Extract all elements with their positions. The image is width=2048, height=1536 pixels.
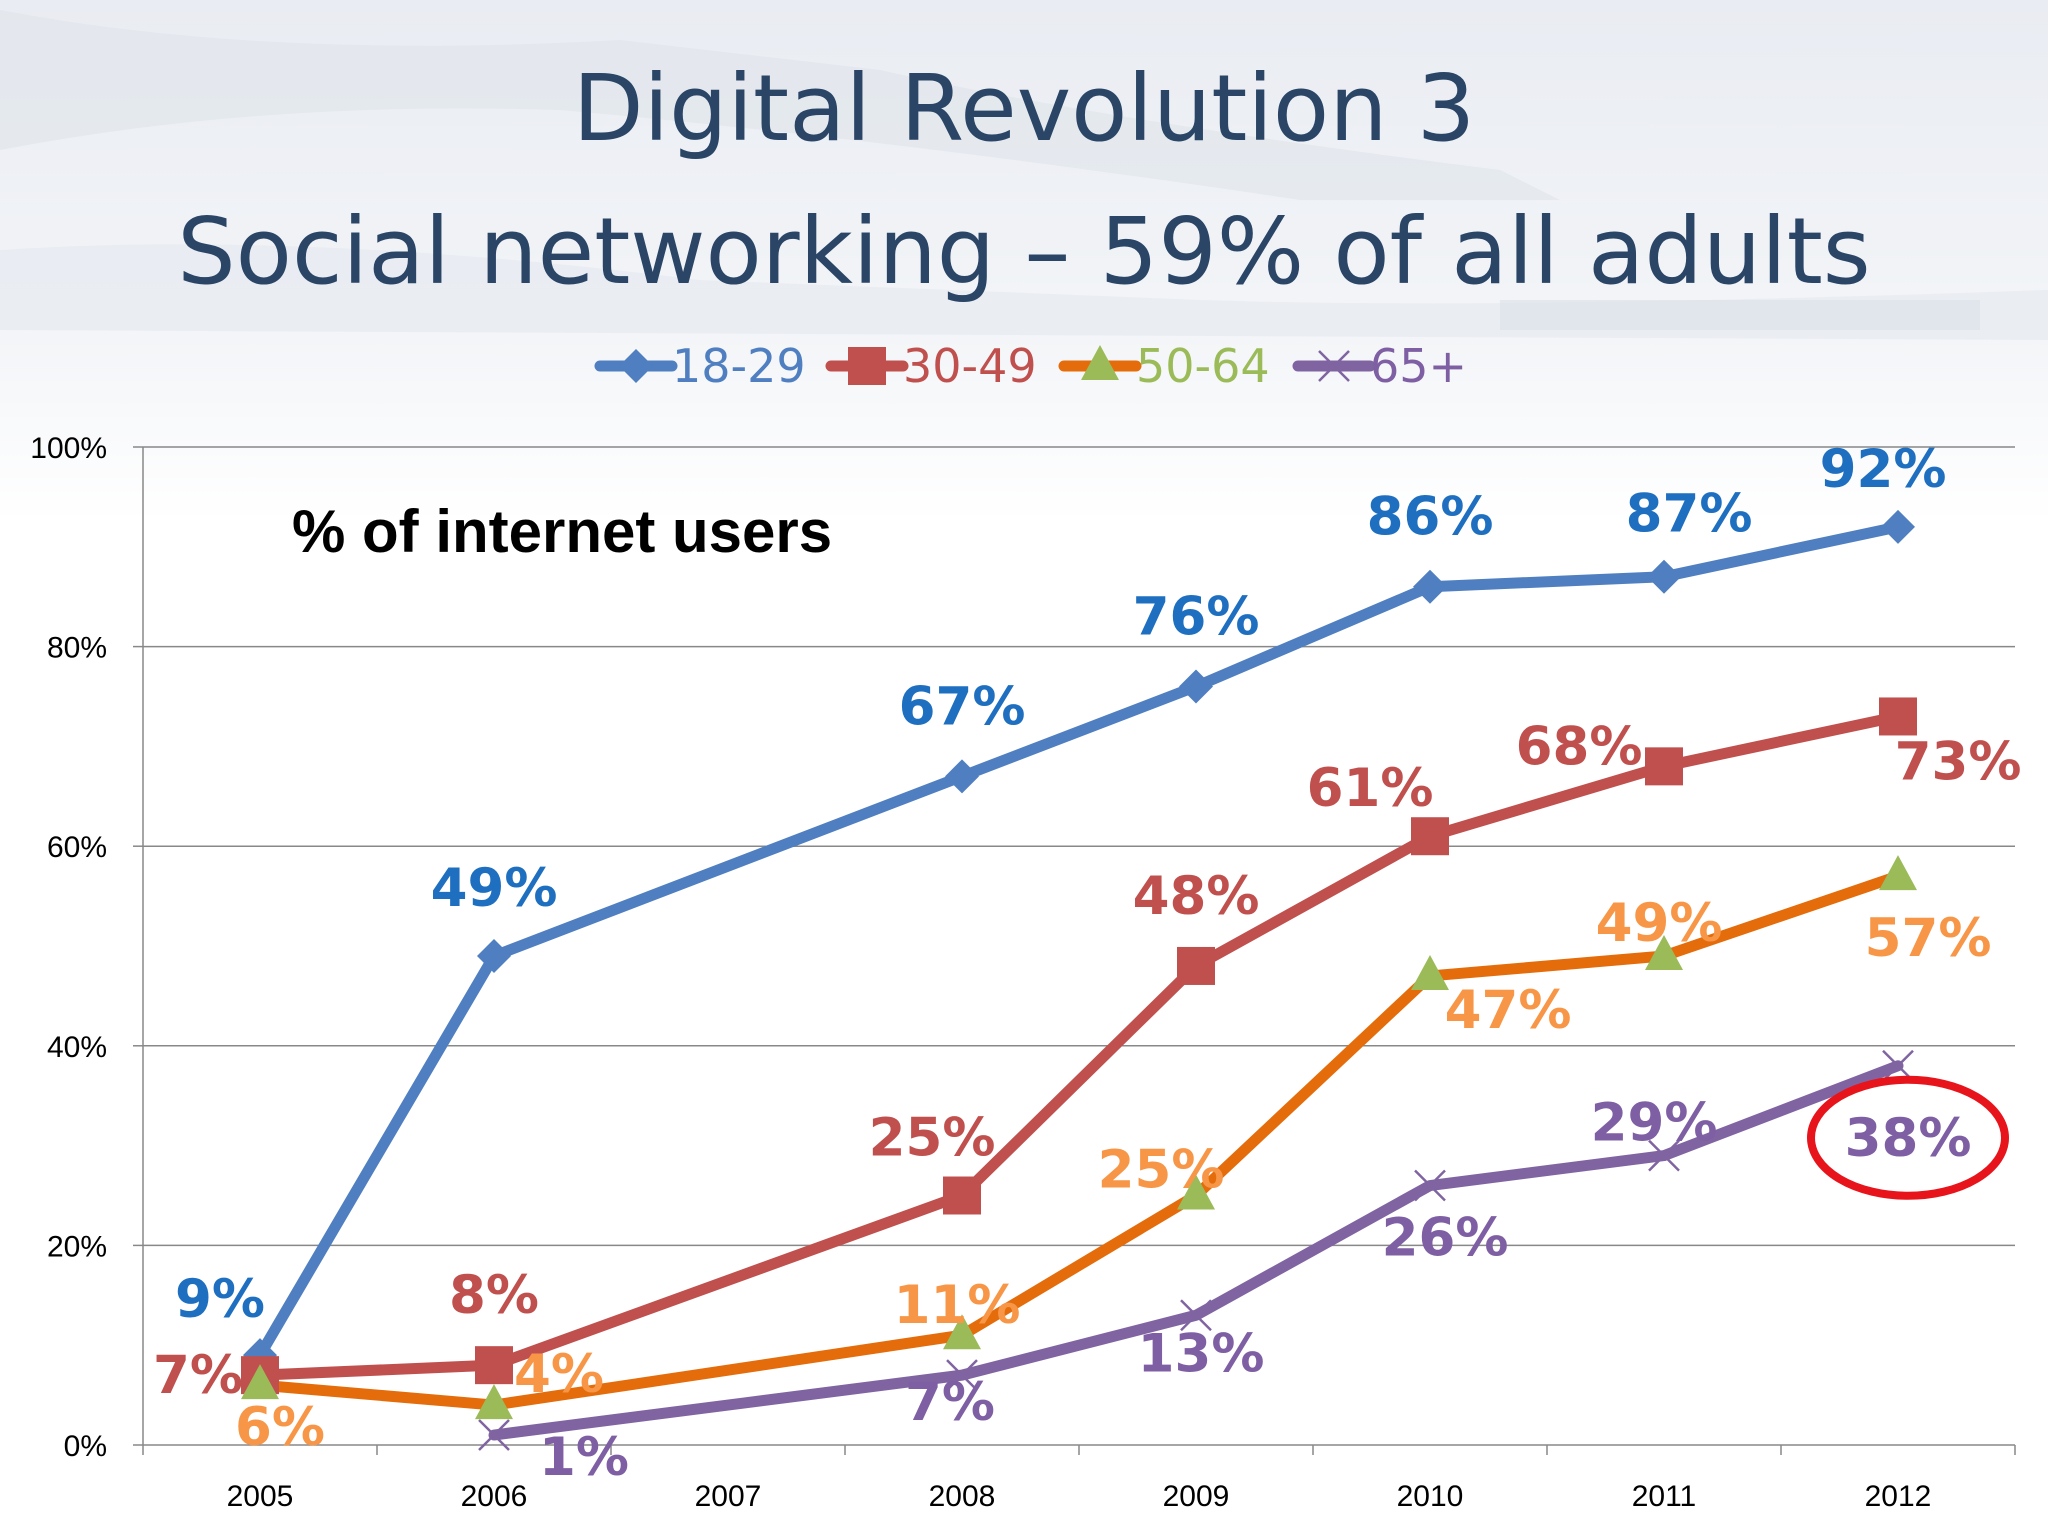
data-label-18-29-2011: 87% <box>1626 484 1753 545</box>
x-tick-label: 2005 <box>227 1480 294 1513</box>
legend: 18-29 30-49 50-64 65+ <box>594 339 1467 393</box>
data-label-18-29-2005: 9% <box>175 1269 265 1330</box>
data-point-30-49-2012 <box>1879 697 1917 736</box>
annotation-group: % of internet users <box>292 498 2009 1200</box>
data-label-30-49-2009: 48% <box>1133 866 1260 927</box>
data-point-30-49-2010 <box>1411 817 1449 856</box>
y-tick-label: 60% <box>47 831 107 864</box>
highlight-circle <box>1807 1075 2009 1200</box>
data-label-65+-2010: 26% <box>1382 1208 1509 1269</box>
data-label-18-29-2012: 92% <box>1820 439 1947 500</box>
data-point-65+-2009 <box>1180 1299 1212 1332</box>
legend-marker-18-29 <box>619 349 653 383</box>
data-point-50-64-2005 <box>241 1364 279 1400</box>
gridlines <box>143 446 2015 1247</box>
data-point-50-64-2006 <box>475 1384 513 1420</box>
data-label-50-64-2011: 49% <box>1596 893 1723 954</box>
data-label-50-64-2009: 25% <box>1098 1140 1225 1201</box>
x-tick-label: 2010 <box>1397 1480 1464 1513</box>
data-point-50-64-2011 <box>1645 934 1683 970</box>
data-label-30-49-2008: 25% <box>869 1108 996 1169</box>
data-label-65+-2012: 38% <box>1845 1108 1972 1169</box>
data-label-50-64-2010: 47% <box>1445 980 1572 1041</box>
data-label-50-64-2012: 57% <box>1865 908 1992 969</box>
x-tick-label: 2012 <box>1865 1480 1932 1513</box>
data-point-50-64-2012 <box>1879 855 1917 891</box>
data-point-18-29-2011 <box>1647 559 1681 594</box>
data-point-65+-2008 <box>946 1359 978 1392</box>
slide-title-line-1: Digital Revolution 3 <box>572 55 1476 162</box>
data-point-18-29-2012 <box>1881 509 1915 544</box>
data-point-18-29-2008 <box>945 759 979 794</box>
data-label-65+-2006: 1% <box>539 1427 629 1488</box>
data-label-65+-2008: 7% <box>905 1372 995 1433</box>
data-point-65+-2006 <box>478 1419 510 1451</box>
legend-label-50-64: 50-64 <box>1136 339 1270 393</box>
x-tick-label: 2007 <box>695 1480 762 1513</box>
data-label-30-49-2012: 73% <box>1895 731 2022 792</box>
y-tick-label: 100% <box>30 432 107 465</box>
series-line-65+ <box>488 1060 1904 1441</box>
data-point-50-64-2009 <box>1177 1174 1215 1210</box>
legend-label-65+: 65+ <box>1370 339 1467 393</box>
x-tick-label: 2008 <box>929 1480 996 1513</box>
data-label-18-29-2008: 67% <box>899 676 1026 737</box>
legend-label-30-49: 30-49 <box>903 339 1037 393</box>
y-tick-label: 80% <box>47 632 107 665</box>
data-labels: 9% 49% 67% 76% 86% 87% 92% 7% 8% 25% 48% 61% 68% 73% 6… <box>153 439 2021 1488</box>
data-label-50-64-2005: 6% <box>235 1397 325 1458</box>
background-decoration <box>0 10 2048 340</box>
data-point-18-29-2010 <box>1413 569 1447 604</box>
data-label-30-49-2010: 61% <box>1307 758 1434 819</box>
data-label-18-29-2010: 86% <box>1367 487 1494 548</box>
data-point-50-64-2008 <box>943 1314 981 1350</box>
data-label-30-49-2005: 7% <box>153 1345 243 1406</box>
data-label-50-64-2006: 4% <box>514 1344 604 1405</box>
legend-marker-65+ <box>1318 350 1350 382</box>
y-tick-label: 40% <box>47 1031 107 1064</box>
data-point-30-49-2006 <box>475 1346 513 1385</box>
axes: 0% 20% 40% 60% 80% 100% 2005 2006 2007 2008 2009 20… <box>30 432 2016 1513</box>
data-point-30-49-2008 <box>943 1176 981 1215</box>
x-tick-label: 2009 <box>1163 1480 1230 1513</box>
data-point-65+-2010 <box>1414 1169 1446 1202</box>
data-point-30-49-2011 <box>1645 747 1683 786</box>
series-markers <box>241 509 1917 1451</box>
data-point-50-64-2010 <box>1411 954 1449 990</box>
slide-title-line-2: Social networking – 59% of all adults <box>177 198 1871 305</box>
data-label-18-29-2009: 76% <box>1133 587 1260 648</box>
data-point-65+-2011 <box>1648 1139 1680 1172</box>
data-label-30-49-2006: 8% <box>449 1265 539 1326</box>
data-label-30-49-2011: 68% <box>1516 716 1643 777</box>
x-tick-label: 2006 <box>461 1480 528 1513</box>
y-tick-label: 20% <box>47 1230 107 1263</box>
legend-label-18-29: 18-29 <box>672 339 806 393</box>
data-point-18-29-2006 <box>477 938 511 973</box>
data-label-18-29-2006: 49% <box>431 858 558 919</box>
x-tick-label: 2011 <box>1632 1480 1697 1513</box>
data-point-18-29-2009 <box>1179 669 1213 704</box>
y-tick-label: 0% <box>64 1430 107 1463</box>
data-label-65+-2009: 13% <box>1138 1323 1265 1384</box>
chart-annotation: % of internet users <box>292 498 832 565</box>
data-label-50-64-2008: 11% <box>894 1275 1021 1336</box>
data-point-30-49-2009 <box>1177 946 1215 985</box>
legend-marker-50-64 <box>1081 345 1119 380</box>
legend-marker-30-49 <box>848 347 886 385</box>
data-label-65+-2011: 29% <box>1591 1093 1718 1154</box>
